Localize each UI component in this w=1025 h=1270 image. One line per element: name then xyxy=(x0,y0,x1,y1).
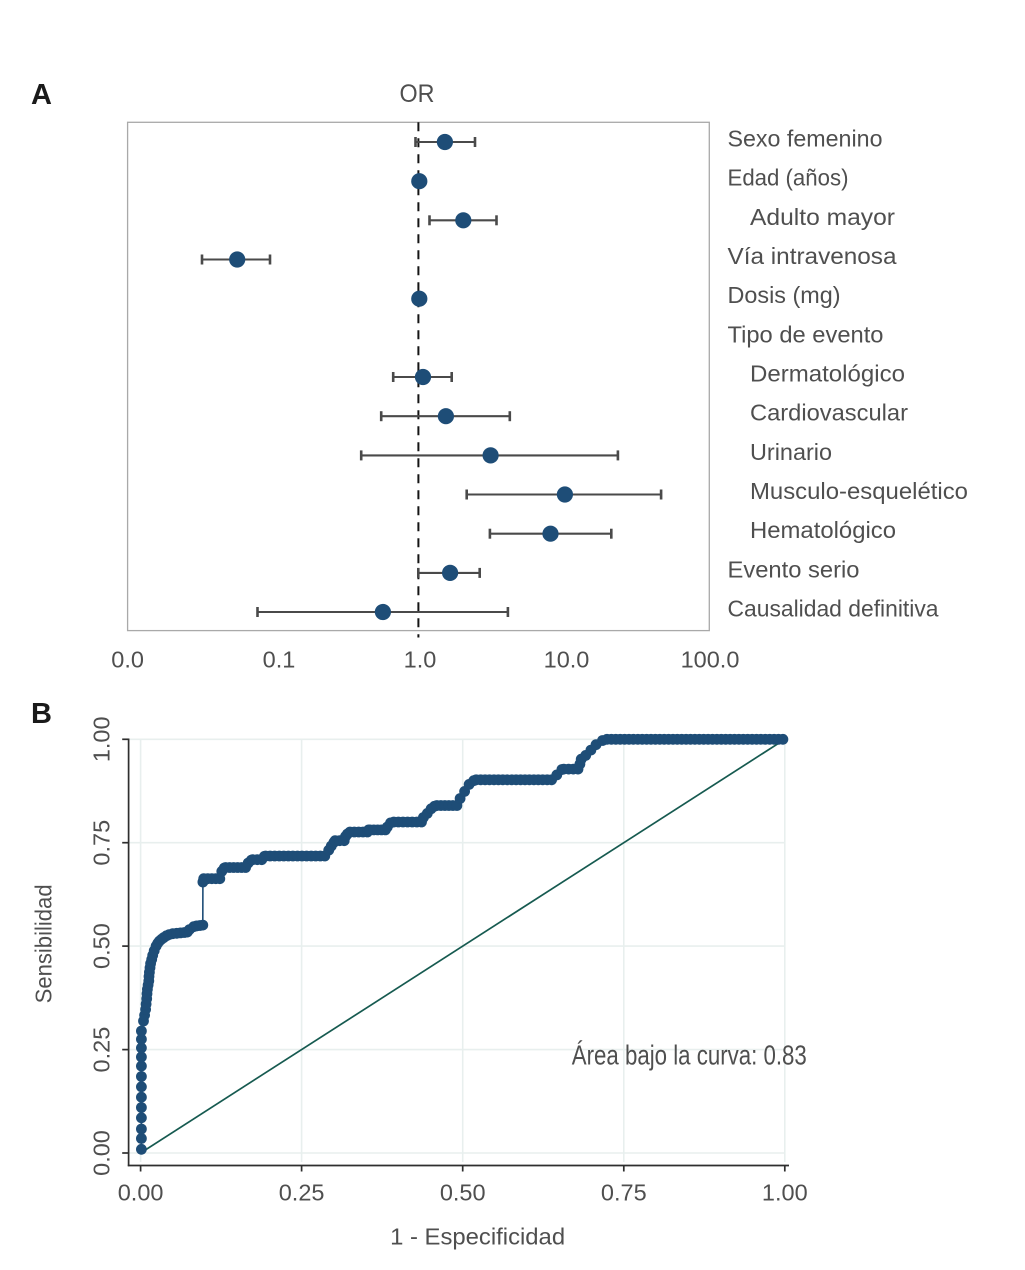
svg-text:0.75: 0.75 xyxy=(88,820,114,866)
svg-text:Vía intravenosa: Vía intravenosa xyxy=(728,243,898,269)
svg-text:0.0: 0.0 xyxy=(111,647,144,673)
svg-text:Sensibilidad: Sensibilidad xyxy=(31,884,57,1003)
svg-text:10.0: 10.0 xyxy=(544,647,590,673)
svg-text:OR: OR xyxy=(400,80,435,108)
svg-text:0.00: 0.00 xyxy=(88,1130,114,1176)
svg-text:A: A xyxy=(31,79,52,111)
svg-text:0.50: 0.50 xyxy=(440,1180,486,1206)
svg-text:Tipo de evento: Tipo de evento xyxy=(728,321,884,347)
svg-text:Hematológico: Hematológico xyxy=(750,517,896,543)
svg-text:Urinario: Urinario xyxy=(750,439,832,465)
svg-text:Adulto mayor: Adulto mayor xyxy=(750,204,895,230)
svg-text:0.50: 0.50 xyxy=(88,923,114,969)
svg-text:Musculo-esquelético: Musculo-esquelético xyxy=(750,478,968,504)
svg-text:100.0: 100.0 xyxy=(681,647,740,673)
svg-text:Dermatológico: Dermatológico xyxy=(750,361,905,387)
svg-text:Edad (años): Edad (años) xyxy=(728,165,849,191)
svg-text:0.25: 0.25 xyxy=(88,1027,114,1073)
svg-text:1.0: 1.0 xyxy=(404,647,437,673)
svg-text:Evento serio: Evento serio xyxy=(728,556,860,582)
svg-text:0.1: 0.1 xyxy=(263,647,296,673)
svg-text:Sexo femenino: Sexo femenino xyxy=(728,126,883,152)
svg-text:Causalidad definitiva: Causalidad definitiva xyxy=(728,596,940,622)
svg-text:Cardiovascular: Cardiovascular xyxy=(750,400,908,426)
svg-text:Área bajo la curva: 0.83: Área bajo la curva: 0.83 xyxy=(572,1040,807,1071)
svg-text:0.00: 0.00 xyxy=(118,1180,164,1206)
svg-text:1 - Especificidad: 1 - Especificidad xyxy=(390,1223,565,1249)
svg-text:0.75: 0.75 xyxy=(601,1180,647,1206)
svg-text:1.00: 1.00 xyxy=(88,716,114,762)
svg-text:0.25: 0.25 xyxy=(279,1180,325,1206)
svg-text:Dosis (mg): Dosis (mg) xyxy=(728,282,841,308)
svg-text:B: B xyxy=(31,698,52,730)
svg-text:1.00: 1.00 xyxy=(762,1180,808,1206)
